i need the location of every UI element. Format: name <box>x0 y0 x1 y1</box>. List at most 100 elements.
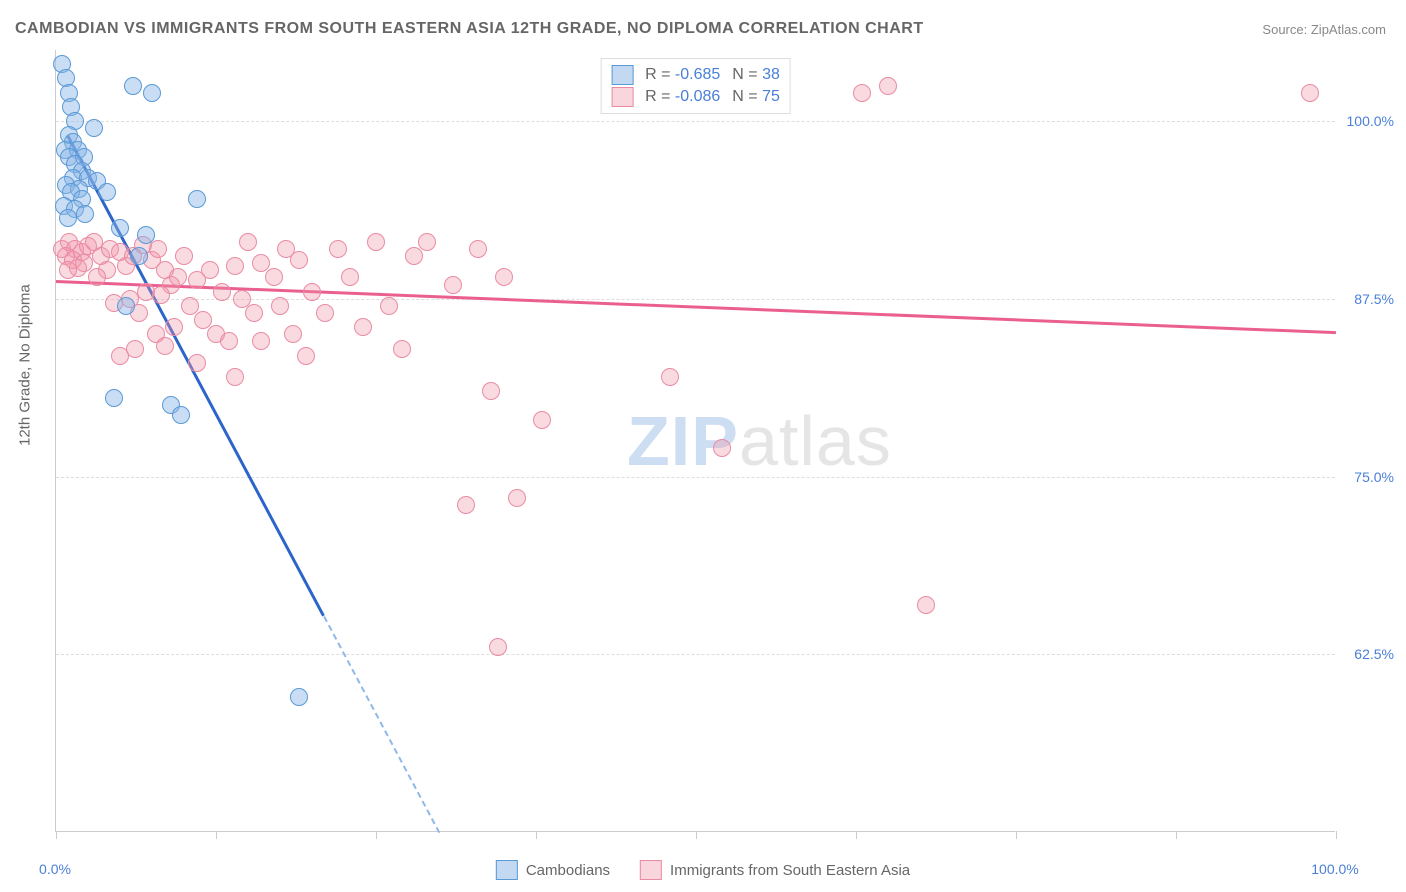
data-point <box>147 325 165 343</box>
source-attribution: Source: ZipAtlas.com <box>1262 22 1386 37</box>
x-tick <box>1016 831 1017 839</box>
data-point <box>64 169 82 187</box>
x-tick <box>696 831 697 839</box>
x-tick <box>216 831 217 839</box>
data-point <box>661 368 679 386</box>
x-tick <box>856 831 857 839</box>
y-axis-label: 12th Grade, No Diploma <box>17 284 34 446</box>
data-point <box>367 233 385 251</box>
legend-series: Cambodians Immigrants from South Eastern … <box>496 860 910 880</box>
watermark: ZIPatlas <box>627 401 892 481</box>
x-tick <box>1336 831 1337 839</box>
data-point <box>156 261 174 279</box>
data-point <box>405 247 423 265</box>
legend-item: Immigrants from South Eastern Asia <box>640 860 910 880</box>
legend-swatch <box>611 65 633 85</box>
data-point <box>62 98 80 116</box>
source-label: Source: <box>1262 22 1307 37</box>
data-point <box>62 183 80 201</box>
data-point <box>59 261 77 279</box>
data-point <box>418 233 436 251</box>
data-point <box>188 190 206 208</box>
inner-plot: ZIPatlas R = -0.685N = 38R = -0.086N = 7… <box>55 50 1335 832</box>
x-tick <box>536 831 537 839</box>
data-point <box>207 325 225 343</box>
data-point <box>201 261 219 279</box>
data-point <box>713 439 731 457</box>
data-point <box>175 247 193 265</box>
data-point <box>162 396 180 414</box>
data-point <box>495 268 513 286</box>
data-point <box>134 236 152 254</box>
data-point <box>66 200 84 218</box>
x-tick <box>56 831 57 839</box>
data-point <box>853 84 871 102</box>
data-point <box>60 84 78 102</box>
legend-label: Immigrants from South Eastern Asia <box>670 862 910 879</box>
data-point <box>143 84 161 102</box>
data-point <box>226 368 244 386</box>
data-point <box>60 233 78 251</box>
data-point <box>533 411 551 429</box>
data-point <box>156 337 174 355</box>
data-point <box>101 240 119 258</box>
data-point <box>105 389 123 407</box>
data-point <box>111 347 129 365</box>
n-value: 75 <box>762 88 780 105</box>
x-tick <box>376 831 377 839</box>
data-point <box>85 233 103 251</box>
data-point <box>1301 84 1319 102</box>
data-point <box>105 294 123 312</box>
data-point <box>284 325 302 343</box>
trend-line <box>66 135 325 617</box>
data-point <box>143 251 161 269</box>
data-point <box>239 233 257 251</box>
data-point <box>92 247 110 265</box>
plot-area: ZIPatlas R = -0.685N = 38R = -0.086N = 7… <box>55 50 1335 832</box>
data-point <box>265 268 283 286</box>
r-label: R = <box>645 88 670 105</box>
data-point <box>444 276 462 294</box>
data-point <box>70 180 88 198</box>
y-tick-label: 75.0% <box>1354 469 1394 485</box>
source-link[interactable]: ZipAtlas.com <box>1311 22 1386 37</box>
data-point <box>59 209 77 227</box>
data-point <box>245 304 263 322</box>
data-point <box>66 240 84 258</box>
data-point <box>79 237 97 255</box>
data-point <box>73 190 91 208</box>
data-point <box>172 406 190 424</box>
data-point <box>64 251 82 269</box>
gridline-h <box>56 121 1335 122</box>
data-point <box>297 347 315 365</box>
data-point <box>220 332 238 350</box>
data-point <box>73 243 91 261</box>
data-point <box>226 257 244 275</box>
data-point <box>354 318 372 336</box>
y-tick-label: 100.0% <box>1347 113 1394 129</box>
chart-title: CAMBODIAN VS IMMIGRANTS FROM SOUTH EASTE… <box>15 20 924 38</box>
data-point <box>53 55 71 73</box>
data-point <box>917 596 935 614</box>
data-point <box>252 254 270 272</box>
gridline-h <box>56 654 1335 655</box>
watermark-zip: ZIP <box>627 402 739 480</box>
trend-line <box>323 616 440 833</box>
data-point <box>57 69 75 87</box>
n-value: 38 <box>762 66 780 83</box>
legend-swatch <box>640 860 662 880</box>
legend-stat-row: R = -0.086N = 75 <box>611 87 780 107</box>
data-point <box>69 259 87 277</box>
legend-label: Cambodians <box>526 862 610 879</box>
y-tick-label: 62.5% <box>1354 646 1394 662</box>
data-point <box>194 311 212 329</box>
data-point <box>316 304 334 322</box>
data-point <box>508 489 526 507</box>
data-point <box>482 382 500 400</box>
data-point <box>252 332 270 350</box>
r-value: -0.685 <box>675 66 720 83</box>
r-value: -0.086 <box>675 88 720 105</box>
data-point <box>76 205 94 223</box>
data-point <box>277 240 295 258</box>
data-point <box>393 340 411 358</box>
